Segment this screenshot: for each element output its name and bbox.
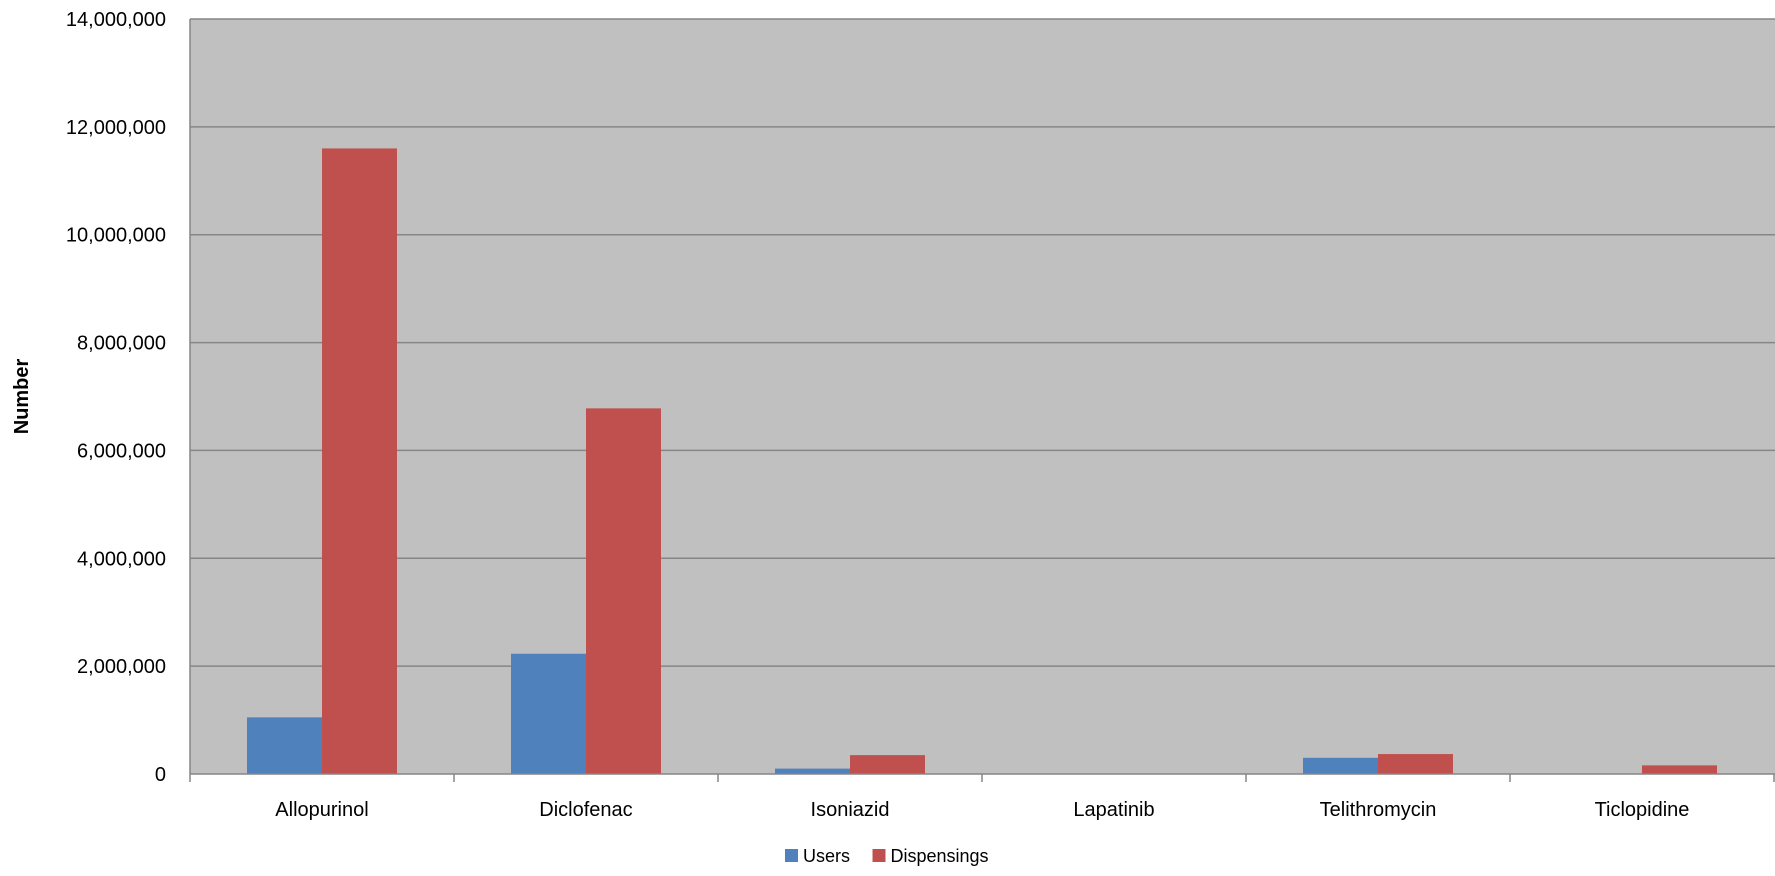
x-tick-labels: Allopurinol Diclofenac Isoniazid Lapatinib T… — [275, 799, 1689, 821]
y-tick-labels: 0 2,000,000 4,000,000 6,000,000 8,000,000 10,… — [66, 9, 166, 786]
y-tick-label: 4,000,000 — [77, 548, 166, 570]
x-tick-label: Diclofenac — [539, 799, 632, 821]
y-tick-label: 8,000,000 — [77, 333, 166, 355]
bar-dispensings-telithromycin — [1378, 754, 1453, 774]
y-tick-label: 6,000,000 — [77, 440, 166, 462]
y-tick-label: 14,000,000 — [66, 9, 166, 31]
bars — [247, 148, 1717, 774]
bar-dispensings-ticlopidine — [1642, 765, 1717, 774]
gridlines — [190, 18, 1775, 667]
bar-users-telithromycin — [1303, 757, 1378, 774]
bar-dispensings-allopurinol — [322, 148, 397, 774]
legend: Users Dispensings — [785, 846, 989, 866]
x-tick-label: Allopurinol — [275, 799, 368, 821]
y-tick-label: 12,000,000 — [66, 117, 166, 139]
bar-dispensings-isoniazid — [850, 755, 925, 774]
legend-swatch — [785, 849, 798, 862]
bar-users-allopurinol — [247, 717, 322, 774]
bar-users-isoniazid — [775, 768, 850, 774]
bar-dispensings-diclofenac — [586, 408, 661, 774]
y-axis-label: Number — [11, 359, 33, 435]
legend-label: Users — [803, 846, 850, 866]
axes — [189, 19, 1775, 782]
y-tick-label: 0 — [155, 764, 166, 786]
x-tick-label: Telithromycin — [1320, 799, 1437, 821]
y-tick-label: 2,000,000 — [77, 656, 166, 678]
legend-label: Dispensings — [891, 846, 989, 866]
x-tick-label: Ticlopidine — [1595, 799, 1690, 821]
legend-swatch — [872, 849, 886, 862]
y-tick-label: 10,000,000 — [66, 225, 166, 247]
x-tick-label: Isoniazid — [811, 799, 890, 821]
plot-area — [190, 19, 1775, 774]
bar-users-diclofenac — [511, 653, 586, 774]
x-tick-label: Lapatinib — [1073, 799, 1154, 821]
